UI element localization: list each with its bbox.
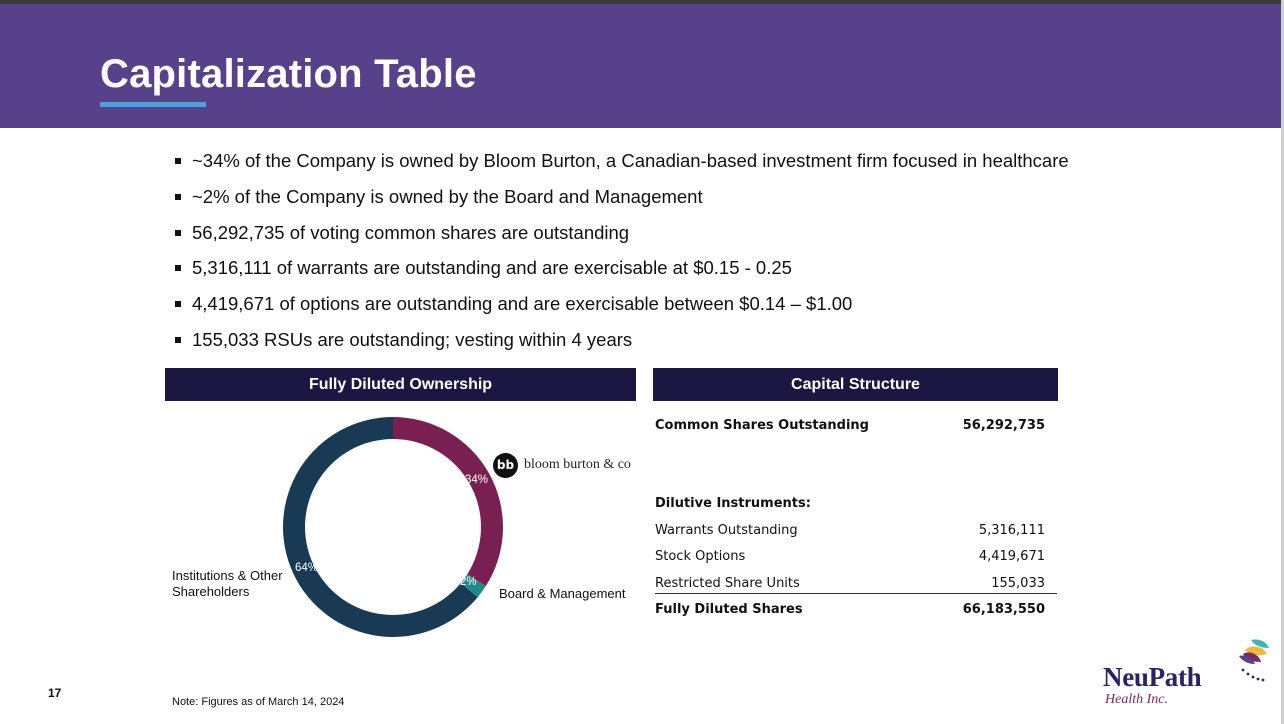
label-institutions: Institutions & Other Shareholders	[172, 568, 283, 600]
common-shares-label: Common Shares Outstanding	[655, 418, 869, 433]
bullet-item: ~2% of the Company is owned by the Board…	[175, 186, 1069, 222]
table-row: Stock Options 4,419,671	[655, 546, 1045, 568]
capital-structure-panel-header: Capital Structure	[653, 368, 1058, 401]
donut-slice-bloom-burton	[393, 417, 503, 586]
bullet-square-icon	[175, 158, 181, 164]
total-divider	[655, 593, 1057, 594]
common-shares-value: 56,292,735	[962, 418, 1045, 433]
dilutive-instruments-heading: Dilutive Instruments:	[655, 493, 1045, 515]
bullet-square-icon	[175, 229, 181, 236]
label-institutions-line1: Institutions & Other	[172, 568, 283, 583]
ownership-donut-chart	[282, 417, 503, 637]
warrants-value: 5,316,111	[978, 523, 1045, 538]
bullet-text: 5,316,111 of warrants are outstanding an…	[192, 257, 792, 279]
neupath-logo: NeuPath Health Inc.	[1103, 634, 1273, 714]
bullet-item: ~34% of the Company is owned by Bloom Bu…	[175, 150, 1069, 186]
stock-options-label: Stock Options	[655, 549, 746, 564]
label-board-management: Board & Management	[499, 586, 626, 601]
label-institutions-line2: Shareholders	[172, 584, 250, 599]
rsu-value: 155,033	[991, 576, 1045, 591]
bullet-square-icon	[175, 301, 181, 308]
ownership-panel-header: Fully Diluted Ownership	[165, 368, 636, 401]
title-underline	[100, 102, 206, 107]
bloomburton-logo-mark-icon: bb	[493, 452, 518, 478]
fully-diluted-label: Fully Diluted Shares	[655, 602, 803, 617]
rsu-label: Restricted Share Units	[655, 576, 800, 591]
bullet-item: 56,292,735 of voting common shares are o…	[175, 222, 1069, 258]
page-number: 17	[48, 686, 62, 700]
donut-slice-institutions-other-shareholders	[282, 417, 478, 637]
bullet-list: ~34% of the Company is owned by Bloom Bu…	[175, 150, 1069, 365]
title-banner	[0, 4, 1281, 128]
bullet-item: 5,316,111 of warrants are outstanding an…	[175, 257, 1069, 293]
bullet-square-icon	[175, 336, 181, 343]
pct-label-institutions: 64%	[295, 562, 319, 574]
table-row: Restricted Share Units 155,033	[655, 573, 1045, 595]
table-row: Warrants Outstanding 5,316,111	[655, 520, 1045, 542]
bullet-text: 4,419,671 of options are outstanding and…	[192, 293, 853, 315]
footnote: Note: Figures as of March 14, 2024	[172, 696, 345, 708]
neupath-leaf-mark-icon	[1239, 639, 1269, 682]
fully-diluted-row: Fully Diluted Shares 66,183,550	[655, 599, 1045, 621]
neupath-logo-subtitle: Health Inc.	[1105, 692, 1168, 707]
bullet-text: 56,292,735 of voting common shares are o…	[192, 221, 630, 243]
page-title: Capitalization Table	[100, 52, 477, 96]
donut-slice-board-management	[460, 574, 486, 598]
bloomburton-logo-text: bloom burton & co	[524, 457, 631, 472]
bullet-text: ~2% of the Company is owned by the Board…	[192, 185, 703, 207]
bullet-text: ~34% of the Company is owned by Bloom Bu…	[192, 150, 1069, 171]
neupath-logo-name: NeuPath	[1103, 662, 1202, 692]
bullet-square-icon	[175, 265, 181, 272]
bullet-item: 4,419,671 of options are outstanding and…	[175, 293, 1069, 329]
warrants-label: Warrants Outstanding	[655, 523, 798, 538]
bloomburton-logo: bb bloom burton & co	[493, 452, 631, 478]
bullet-text: 155,033 RSUs are outstanding; vesting wi…	[192, 328, 633, 350]
stock-options-value: 4,419,671	[978, 549, 1045, 564]
common-shares-row: Common Shares Outstanding 56,292,735	[655, 415, 1045, 437]
pct-label-bloomburton: 34%	[465, 474, 489, 486]
bullet-square-icon	[175, 193, 181, 200]
fully-diluted-value: 66,183,550	[962, 602, 1045, 617]
window-right-border	[1281, 0, 1284, 724]
window-top-border	[0, 0, 1284, 4]
pct-label-board: 2%	[460, 576, 477, 588]
bullet-item: 155,033 RSUs are outstanding; vesting wi…	[175, 329, 1069, 365]
dilutive-instruments-label: Dilutive Instruments:	[655, 496, 811, 511]
